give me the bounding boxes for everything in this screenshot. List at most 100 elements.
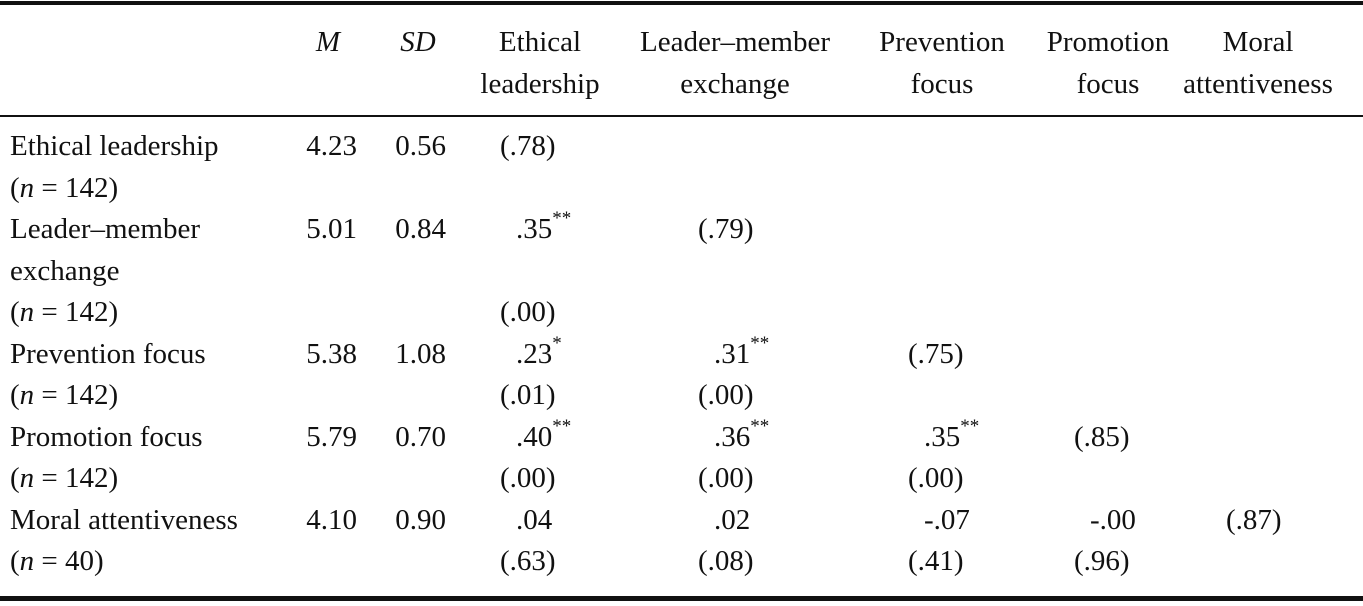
row-label: Leader–member exchange (n = 142) (10, 209, 200, 334)
correlation-value: (.78) (500, 130, 556, 162)
column-header-line: Prevention (879, 26, 1005, 58)
correlation-value: .31 (714, 337, 751, 370)
cell-p-prom: (.96) (1074, 545, 1130, 577)
correlation-value: .35 (924, 420, 961, 453)
correlation-value: .40 (516, 420, 553, 453)
cell-r-el: .35** (516, 209, 571, 251)
sample-size-symbol: n (19, 379, 35, 411)
row-label-line: Leader–member (10, 213, 201, 245)
cell-r-prev: (.75) (908, 334, 964, 376)
table-bottom-rule (0, 596, 1363, 601)
cell-r-el: .40** (516, 417, 571, 459)
column-header-m: M (298, 21, 358, 63)
significance-marker: ** (960, 415, 980, 437)
sample-size-value: = 40) (34, 545, 104, 577)
cell-r-lmx: .02 (714, 500, 750, 542)
row-label: Promotion focus (n = 142) (10, 417, 203, 500)
sample-size-value: = 142) (34, 462, 119, 494)
column-header-line: SD (400, 26, 436, 58)
column-header-line: leadership (480, 68, 600, 100)
row-sample-size: (n = 142) (10, 171, 119, 204)
cell-r-prom: -.00 (1090, 500, 1136, 542)
sample-size-symbol: n (19, 545, 35, 577)
sample-size-value: = 142) (34, 171, 119, 204)
column-header-line: focus (910, 68, 974, 100)
correlation-value: .36 (714, 420, 751, 453)
cell-r-prev: -.07 (924, 500, 970, 542)
cell-sd: 1.08 (395, 337, 446, 370)
row-sample-size: (n = 40) (10, 545, 104, 577)
cell-sd: 0.84 (395, 213, 446, 245)
cell-r-moral: (.87) (1226, 500, 1282, 542)
cell-m: 5.79 (306, 420, 357, 453)
row-sample-size: (n = 142) (10, 296, 119, 328)
row-sample-size: (n = 142) (10, 462, 119, 494)
column-header-line: Promotion (1046, 26, 1170, 58)
cell-sd: 0.70 (395, 420, 446, 453)
column-header-line: focus (1076, 68, 1140, 100)
column-header-line: Leader–member (639, 26, 830, 58)
sample-size-symbol: n (19, 462, 35, 494)
correlation-value: .02 (714, 503, 751, 536)
cell-p-el: (.01) (500, 379, 556, 411)
cell-sd: 0.90 (395, 503, 446, 536)
cell-m: 4.10 (306, 503, 357, 536)
correlation-value: (.75) (908, 337, 964, 370)
cell-p-lmx: (.00) (698, 379, 754, 411)
cell-r-prom: (.85) (1074, 417, 1130, 459)
row-label-line: Ethical leadership (10, 130, 219, 162)
sample-size-value: = 142) (34, 296, 119, 328)
correlation-value: (.79) (698, 213, 754, 245)
row-label-line: Prevention focus (10, 337, 206, 370)
significance-marker: ** (750, 415, 770, 437)
cell-m: 5.38 (306, 337, 357, 370)
column-header-sd: SD (388, 21, 448, 63)
correlation-value: (.85) (1074, 420, 1130, 453)
cell-m: 5.01 (306, 213, 357, 245)
column-header-el: Ethical leadership (465, 21, 615, 105)
significance-marker: ** (552, 208, 572, 230)
cell-p-lmx: (.00) (698, 462, 754, 494)
column-header-line: Ethical (498, 26, 582, 58)
cell-p-prev: (.00) (908, 462, 964, 494)
column-header-lmx: Leader–member exchange (620, 21, 850, 105)
cell-r-el: .23* (516, 334, 562, 376)
cell-p-el: (.63) (500, 545, 556, 577)
sample-size-symbol: n (19, 171, 35, 204)
row-label-line: Promotion focus (10, 420, 203, 453)
sample-size-symbol: n (19, 296, 35, 328)
table-top-rule (0, 1, 1363, 5)
cell-r-lmx: .31** (714, 334, 769, 376)
cell-sd: 0.56 (395, 130, 446, 162)
cell-r-lmx: .36** (714, 417, 769, 459)
cell-m: 4.23 (306, 130, 357, 162)
row-label: Prevention focus (n = 142) (10, 334, 206, 417)
table-header-rule (0, 115, 1363, 117)
row-label: Ethical leadership (n = 142) (10, 126, 219, 209)
correlation-value: (.87) (1226, 503, 1282, 536)
column-header-line: M (315, 26, 341, 58)
column-header-line: Moral (1222, 26, 1294, 58)
cell-r-el: .04 (516, 500, 552, 542)
column-header-prom: Promotion focus (1033, 21, 1183, 105)
column-header-moral: Moral attentiveness (1168, 21, 1348, 105)
cell-p-prev: (.41) (908, 545, 964, 577)
row-sample-size: (n = 142) (10, 379, 119, 411)
correlation-value: .35 (516, 213, 553, 245)
correlation-value: .04 (516, 503, 553, 536)
significance-marker: ** (750, 332, 770, 354)
row-label: Moral attentiveness (n = 40) (10, 500, 238, 583)
column-header-prev: Prevention focus (862, 21, 1022, 105)
column-header-line: exchange (680, 68, 790, 100)
correlation-value: -.00 (1090, 503, 1136, 536)
correlation-value: .23 (516, 337, 553, 370)
significance-marker: ** (552, 415, 572, 437)
row-label-line: exchange (10, 254, 120, 287)
cell-p-el: (.00) (500, 462, 556, 494)
cell-p-el: (.00) (500, 296, 556, 328)
significance-marker: * (552, 332, 562, 354)
cell-r-lmx: (.79) (698, 209, 754, 251)
cell-r-el: (.78) (500, 126, 556, 168)
column-header-line: attentiveness (1183, 68, 1333, 100)
row-label-line: Moral attentiveness (10, 503, 238, 536)
